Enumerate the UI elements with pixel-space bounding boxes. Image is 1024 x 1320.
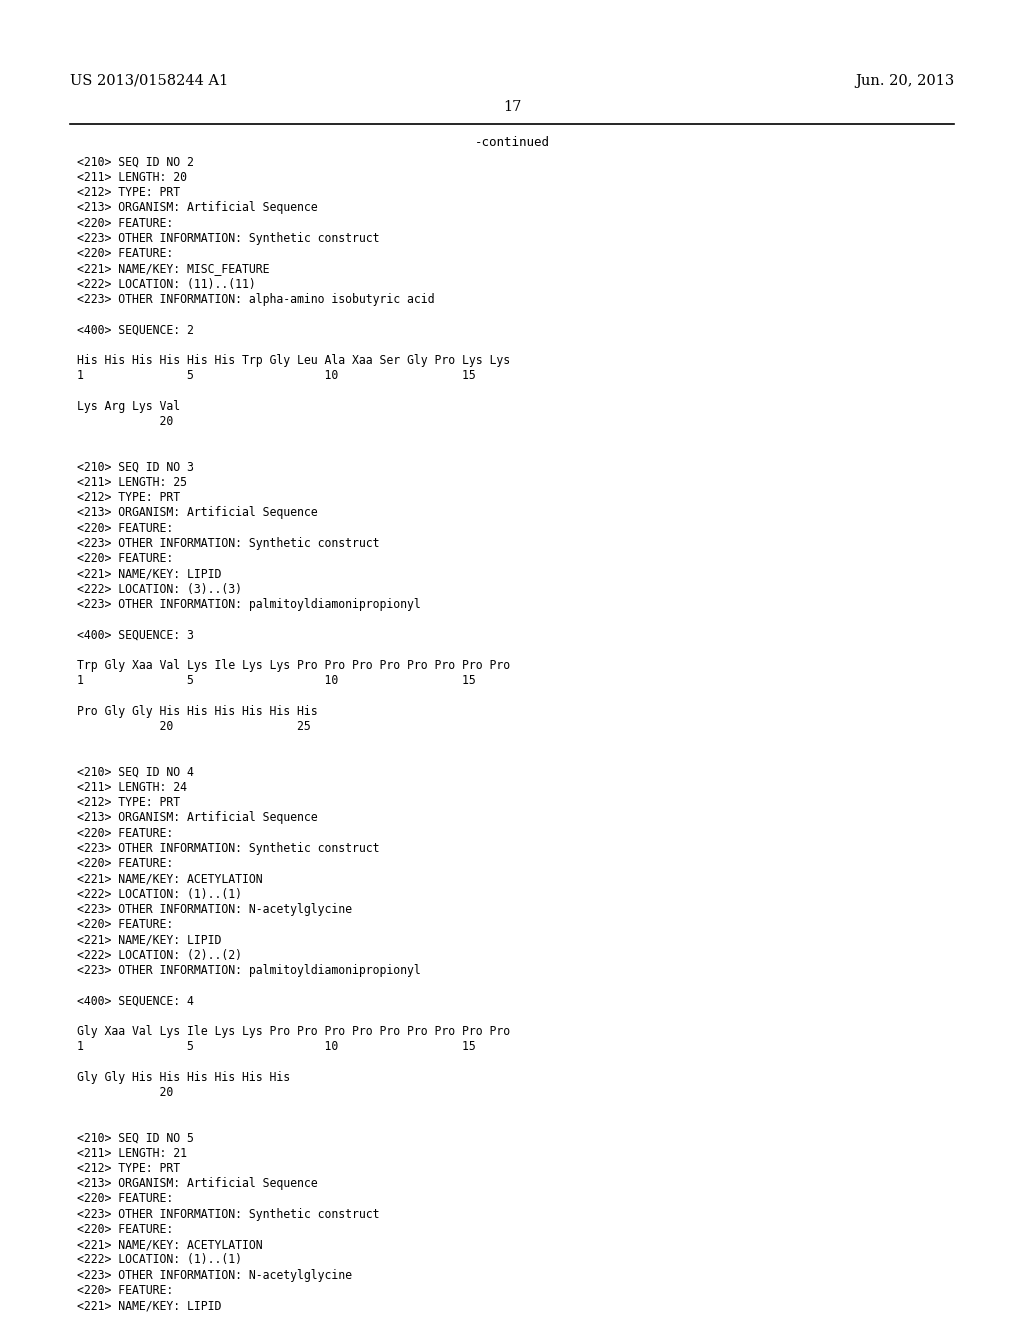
Text: US 2013/0158244 A1: US 2013/0158244 A1 [70,74,228,88]
Text: <223> OTHER INFORMATION: palmitoyldiamonipropionyl: <223> OTHER INFORMATION: palmitoyldiamon… [77,964,421,977]
Text: Gly Xaa Val Lys Ile Lys Lys Pro Pro Pro Pro Pro Pro Pro Pro Pro: Gly Xaa Val Lys Ile Lys Lys Pro Pro Pro … [77,1024,510,1038]
Text: <223> OTHER INFORMATION: palmitoyldiamonipropionyl: <223> OTHER INFORMATION: palmitoyldiamon… [77,598,421,611]
Text: 17: 17 [503,100,521,115]
Text: 20                  25: 20 25 [77,719,310,733]
Text: <221> NAME/KEY: ACETYLATION: <221> NAME/KEY: ACETYLATION [77,873,262,886]
Text: Jun. 20, 2013: Jun. 20, 2013 [855,74,954,88]
Text: <221> NAME/KEY: LIPID: <221> NAME/KEY: LIPID [77,568,221,581]
Text: 20: 20 [77,1086,173,1098]
Text: <211> LENGTH: 21: <211> LENGTH: 21 [77,1147,186,1160]
Text: <220> FEATURE:: <220> FEATURE: [77,1192,173,1205]
Text: <212> TYPE: PRT: <212> TYPE: PRT [77,796,180,809]
Text: <210> SEQ ID NO 4: <210> SEQ ID NO 4 [77,766,194,779]
Text: <222> LOCATION: (11)..(11): <222> LOCATION: (11)..(11) [77,277,256,290]
Text: <222> LOCATION: (2)..(2): <222> LOCATION: (2)..(2) [77,949,242,961]
Text: <223> OTHER INFORMATION: alpha-amino isobutyric acid: <223> OTHER INFORMATION: alpha-amino iso… [77,293,434,306]
Text: <212> TYPE: PRT: <212> TYPE: PRT [77,186,180,199]
Text: <220> FEATURE:: <220> FEATURE: [77,1222,173,1236]
Text: <213> ORGANISM: Artificial Sequence: <213> ORGANISM: Artificial Sequence [77,812,317,824]
Text: <223> OTHER INFORMATION: N-acetylglycine: <223> OTHER INFORMATION: N-acetylglycine [77,1269,352,1282]
Text: <211> LENGTH: 25: <211> LENGTH: 25 [77,477,186,488]
Text: <223> OTHER INFORMATION: Synthetic construct: <223> OTHER INFORMATION: Synthetic const… [77,232,379,246]
Text: Gly Gly His His His His His His: Gly Gly His His His His His His [77,1071,290,1084]
Text: <220> FEATURE:: <220> FEATURE: [77,1284,173,1298]
Text: <400> SEQUENCE: 3: <400> SEQUENCE: 3 [77,628,194,642]
Text: 1               5                   10                  15: 1 5 10 15 [77,1040,475,1053]
Text: <213> ORGANISM: Artificial Sequence: <213> ORGANISM: Artificial Sequence [77,507,317,519]
Text: <223> OTHER INFORMATION: Synthetic construct: <223> OTHER INFORMATION: Synthetic const… [77,537,379,550]
Text: <223> OTHER INFORMATION: Synthetic construct: <223> OTHER INFORMATION: Synthetic const… [77,1208,379,1221]
Text: <221> NAME/KEY: LIPID: <221> NAME/KEY: LIPID [77,933,221,946]
Text: <221> NAME/KEY: ACETYLATION: <221> NAME/KEY: ACETYLATION [77,1238,262,1251]
Text: 1               5                   10                  15: 1 5 10 15 [77,675,475,688]
Text: Pro Gly Gly His His His His His His: Pro Gly Gly His His His His His His [77,705,317,718]
Text: -continued: -continued [474,136,550,149]
Text: <210> SEQ ID NO 5: <210> SEQ ID NO 5 [77,1131,194,1144]
Text: 1               5                   10                  15: 1 5 10 15 [77,370,475,383]
Text: His His His His His His Trp Gly Leu Ala Xaa Ser Gly Pro Lys Lys: His His His His His His Trp Gly Leu Ala … [77,354,510,367]
Text: <220> FEATURE:: <220> FEATURE: [77,521,173,535]
Text: <212> TYPE: PRT: <212> TYPE: PRT [77,1162,180,1175]
Text: <220> FEATURE:: <220> FEATURE: [77,247,173,260]
Text: <222> LOCATION: (1)..(1): <222> LOCATION: (1)..(1) [77,887,242,900]
Text: <223> OTHER INFORMATION: N-acetylglycine: <223> OTHER INFORMATION: N-acetylglycine [77,903,352,916]
Text: <400> SEQUENCE: 2: <400> SEQUENCE: 2 [77,323,194,337]
Text: <220> FEATURE:: <220> FEATURE: [77,857,173,870]
Text: <213> ORGANISM: Artificial Sequence: <213> ORGANISM: Artificial Sequence [77,202,317,214]
Text: <210> SEQ ID NO 3: <210> SEQ ID NO 3 [77,461,194,474]
Text: <210> SEQ ID NO 2: <210> SEQ ID NO 2 [77,156,194,169]
Text: <222> LOCATION: (1)..(1): <222> LOCATION: (1)..(1) [77,1254,242,1266]
Text: <220> FEATURE:: <220> FEATURE: [77,919,173,931]
Text: Lys Arg Lys Val: Lys Arg Lys Val [77,400,180,413]
Text: <211> LENGTH: 20: <211> LENGTH: 20 [77,172,186,183]
Text: <220> FEATURE:: <220> FEATURE: [77,216,173,230]
Text: <222> LOCATION: (3)..(3): <222> LOCATION: (3)..(3) [77,582,242,595]
Text: <212> TYPE: PRT: <212> TYPE: PRT [77,491,180,504]
Text: Trp Gly Xaa Val Lys Ile Lys Lys Pro Pro Pro Pro Pro Pro Pro Pro: Trp Gly Xaa Val Lys Ile Lys Lys Pro Pro … [77,659,510,672]
Text: <211> LENGTH: 24: <211> LENGTH: 24 [77,781,186,793]
Text: <400> SEQUENCE: 4: <400> SEQUENCE: 4 [77,994,194,1007]
Text: <213> ORGANISM: Artificial Sequence: <213> ORGANISM: Artificial Sequence [77,1177,317,1191]
Text: <221> NAME/KEY: MISC_FEATURE: <221> NAME/KEY: MISC_FEATURE [77,263,269,276]
Text: <220> FEATURE:: <220> FEATURE: [77,826,173,840]
Text: 20: 20 [77,414,173,428]
Text: <221> NAME/KEY: LIPID: <221> NAME/KEY: LIPID [77,1299,221,1312]
Text: <223> OTHER INFORMATION: Synthetic construct: <223> OTHER INFORMATION: Synthetic const… [77,842,379,855]
Text: <220> FEATURE:: <220> FEATURE: [77,552,173,565]
